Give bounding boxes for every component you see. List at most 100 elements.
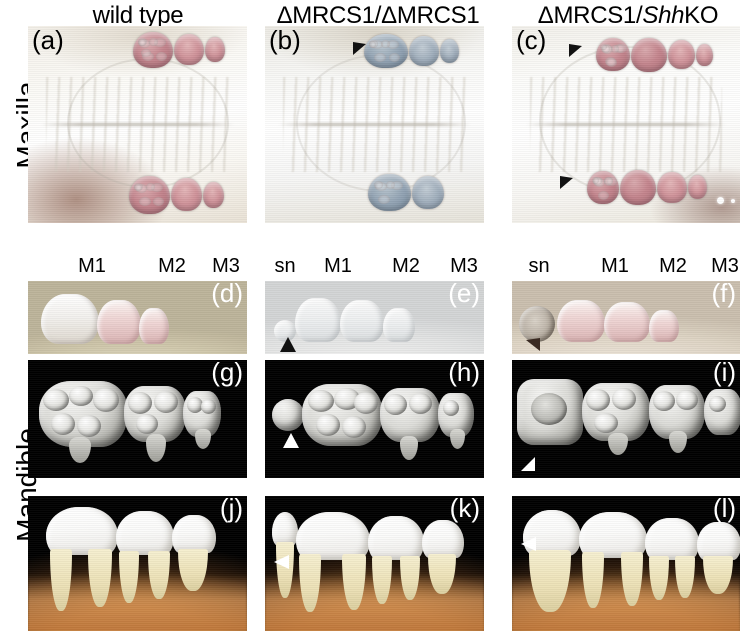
molar-m2 <box>133 178 202 212</box>
upper-molar-row <box>133 31 226 68</box>
molar-m4 <box>592 175 708 200</box>
molar-m3 <box>133 181 224 208</box>
upper-molar-row <box>596 37 714 72</box>
supernumerary-tooth <box>518 306 555 343</box>
lateral-molar-row <box>41 293 170 344</box>
tooth-label-col1-m1: M1 <box>78 255 106 277</box>
panel-i[interactable]: (i) <box>512 360 740 478</box>
panel-label-l: (l) <box>712 496 736 523</box>
column-header-suffix: KO <box>684 2 719 29</box>
lower-molar-row <box>128 175 224 214</box>
tooth-label-col1-m2: M2 <box>158 255 186 277</box>
molar-m3 <box>171 507 216 593</box>
tooth-label-col2-m2: M2 <box>392 255 420 277</box>
molar-m1 <box>367 173 411 211</box>
column-header-label: wild type <box>92 2 184 29</box>
arrowhead-icon <box>525 338 540 352</box>
molar-m1 <box>45 506 118 615</box>
arrowhead-icon <box>352 41 366 55</box>
panel-label-k: (k) <box>449 496 480 523</box>
supernumerary-tooth <box>523 509 582 616</box>
arrowhead-icon <box>559 175 573 189</box>
column-header-prefix: ΔMRCS1/ <box>537 2 643 29</box>
molar-m1 <box>295 512 370 616</box>
column-header-mrcs1-mrcs1: ΔMRCS1/ΔMRCS1 <box>250 2 506 30</box>
arrowhead-icon <box>282 433 299 449</box>
molar-m2 <box>648 384 705 453</box>
panel-a[interactable]: (a) <box>28 26 247 223</box>
panel-e[interactable]: (e) <box>265 281 484 354</box>
tooth-label-col3-m3: M3 <box>711 255 739 277</box>
arrowhead-icon <box>521 456 536 471</box>
column-header-italic: Shh <box>642 2 685 29</box>
arrowhead-icon <box>569 43 582 57</box>
molar-m1 <box>556 300 605 343</box>
molar-m1 <box>579 510 648 612</box>
column-header-wild-type: wild type <box>28 2 248 30</box>
volume-molar-row <box>45 506 216 615</box>
molar-m2 <box>367 512 424 606</box>
tooth-label-col2-sn: sn <box>274 255 296 277</box>
molar-m1 <box>301 383 382 446</box>
molar-m3 <box>697 510 740 594</box>
arrowhead-icon <box>280 336 297 352</box>
column-header-label: ΔMRCS1/ΔMRCS1 <box>276 2 480 29</box>
panel-b[interactable]: (b) <box>265 26 484 223</box>
molar-m3 <box>593 171 688 203</box>
molar-m3 <box>437 392 474 449</box>
molar-m2 <box>115 507 174 605</box>
molar-m3 <box>368 38 459 63</box>
molar-m3 <box>382 308 415 343</box>
molar-m1 <box>38 381 127 464</box>
palate-arch <box>67 57 230 188</box>
panel-label-g: (g) <box>211 360 243 387</box>
lateral-molar-row <box>273 298 415 343</box>
panel-j[interactable]: (j) <box>28 496 247 631</box>
lower-molar-row <box>367 173 444 211</box>
panel-f[interactable]: (f) <box>512 281 740 354</box>
panel-d[interactable]: (d) <box>28 281 247 354</box>
lateral-molar-row <box>518 300 679 343</box>
panel-h[interactable]: (h) <box>265 360 484 478</box>
molar-m3 <box>703 388 740 435</box>
highlight-speck <box>730 199 735 204</box>
molar-m2 <box>603 302 650 343</box>
panel-label-d: (d) <box>211 281 243 308</box>
tooth-label-col1-m3: M3 <box>212 255 240 277</box>
panel-label-b: (b) <box>269 26 301 55</box>
molar-m3 <box>138 37 226 63</box>
molar-m3 <box>182 391 221 450</box>
panel-label-h: (h) <box>448 360 480 387</box>
molar-m2 <box>368 35 439 66</box>
molar-m1 <box>581 382 650 455</box>
highlight-speck <box>717 197 725 205</box>
molar-m1 <box>587 170 620 204</box>
panel-l[interactable]: (l) <box>512 496 740 631</box>
panel-k[interactable]: (k) <box>265 496 484 631</box>
ct-molar-row <box>271 383 474 460</box>
supernumerary-tooth <box>271 398 304 431</box>
tooth-label-col3-m2: M2 <box>659 255 687 277</box>
molar-m2 <box>123 386 186 463</box>
panel-g[interactable]: (g) <box>28 360 247 478</box>
tooth-label-col2-m1: M1 <box>324 255 352 277</box>
supernumerary-tooth <box>516 378 583 445</box>
molar-m2 <box>602 37 668 72</box>
molar-m2 <box>138 34 205 66</box>
panel-label-a: (a) <box>32 26 64 55</box>
molar-m4 <box>600 43 714 66</box>
volume-molar-row <box>523 509 740 616</box>
ct-molar-row <box>516 378 740 455</box>
molar-m2 <box>373 175 444 209</box>
panel-label-i: (i) <box>712 360 736 387</box>
molar-m1 <box>128 175 170 214</box>
volume-molar-row <box>271 512 464 616</box>
arrowhead-icon <box>273 555 289 570</box>
upper-molar-row <box>363 33 459 68</box>
panel-c[interactable]: (c) <box>512 26 740 223</box>
molar-m1 <box>596 38 631 72</box>
molar-m1 <box>133 31 174 68</box>
molar-m2 <box>379 387 440 460</box>
arrowhead-icon <box>521 536 537 551</box>
